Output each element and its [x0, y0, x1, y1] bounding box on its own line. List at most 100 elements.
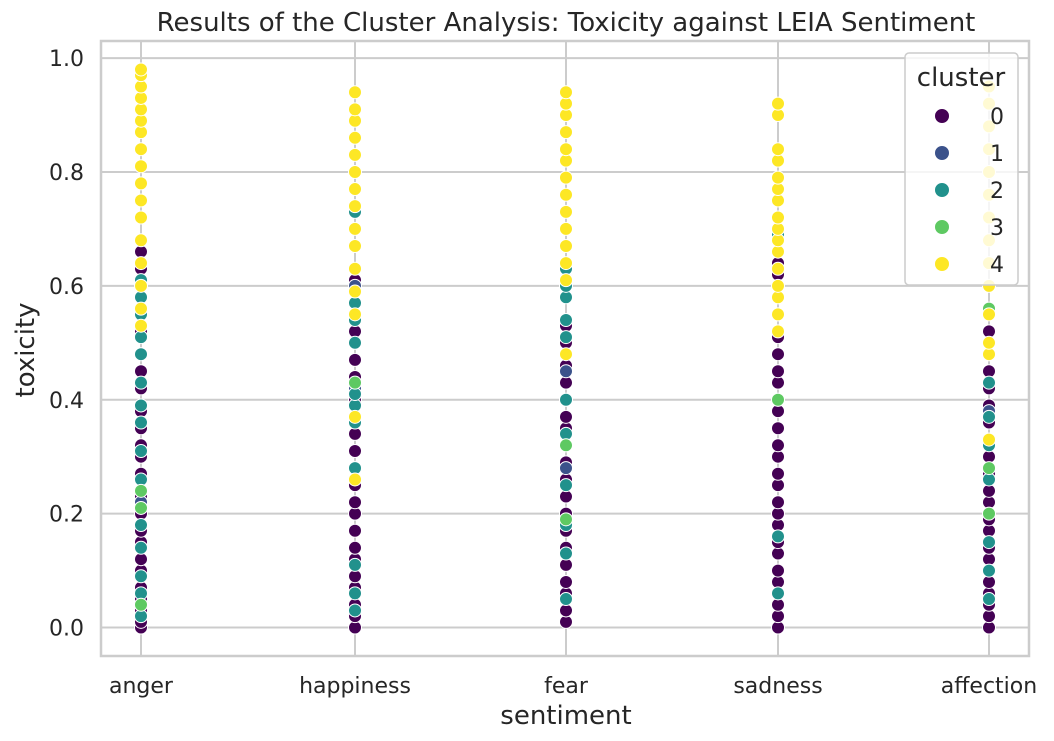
data-point-cluster-3: [134, 597, 148, 612]
data-point-cluster-4: [348, 472, 362, 487]
data-point-cluster-4: [348, 284, 362, 299]
data-point-cluster-1: [559, 364, 573, 379]
legend-marker-cluster-1: [934, 145, 950, 161]
data-point-cluster-2: [559, 478, 573, 493]
data-point-cluster-4: [771, 261, 785, 276]
data-point-cluster-4: [348, 239, 362, 253]
data-point-cluster-4: [982, 432, 996, 447]
data-point-cluster-4: [559, 239, 573, 253]
legend-label: 1: [990, 142, 1004, 167]
data-point-cluster-4: [134, 142, 148, 157]
x-tick-labels: anger happiness fear sadness affection: [109, 674, 1037, 699]
chart-title: Results of the Cluster Analysis: Toxicit…: [157, 8, 976, 38]
data-point-cluster-2: [348, 586, 362, 601]
data-point-cluster-2: [559, 546, 573, 561]
data-point-cluster-3: [982, 506, 996, 521]
data-point-cluster-0: [771, 364, 785, 379]
data-point-cluster-4: [559, 256, 573, 271]
data-point-cluster-3: [134, 483, 148, 498]
data-point-cluster-2: [134, 375, 148, 390]
data-point-cluster-4: [771, 96, 785, 111]
data-point-cluster-4: [348, 102, 362, 117]
x-tick-label: anger: [109, 674, 174, 699]
data-point-cluster-3: [982, 461, 996, 476]
legend-marker-cluster-2: [934, 182, 950, 198]
y-tick-label: 1.0: [49, 47, 84, 72]
plot-frame: [99, 39, 1031, 658]
data-point-cluster-1: [559, 461, 573, 476]
data-point-cluster-4: [559, 85, 573, 100]
legend-marker-cluster-3: [934, 219, 950, 235]
data-point-cluster-2: [982, 409, 996, 424]
data-point-cluster-4: [559, 170, 573, 185]
x-tick-label: fear: [544, 674, 589, 699]
data-point-cluster-2: [348, 557, 362, 572]
data-point-cluster-2: [982, 535, 996, 550]
data-point-cluster-4: [348, 147, 362, 162]
data-point-cluster-4: [134, 176, 148, 191]
data-point-cluster-0: [348, 495, 362, 510]
data-point-cluster-4: [348, 85, 362, 100]
legend-label: 4: [990, 253, 1004, 278]
data-point-cluster-4: [134, 62, 148, 77]
data-point-cluster-0: [771, 347, 785, 362]
data-point-cluster-2: [134, 415, 148, 430]
data-point-cluster-2: [134, 398, 148, 413]
data-point-cluster-3: [771, 392, 785, 407]
y-tick-label: 0.6: [49, 275, 84, 300]
data-point-cluster-4: [348, 130, 362, 145]
data-point-cluster-4: [559, 204, 573, 219]
data-point-cluster-4: [134, 159, 148, 174]
data-point-cluster-2: [982, 592, 996, 607]
legend-marker-cluster-4: [934, 256, 950, 272]
legend-label: 2: [990, 179, 1004, 204]
y-tick-label: 0.8: [49, 161, 84, 186]
data-point-cluster-4: [771, 210, 785, 225]
data-point-cluster-4: [134, 193, 148, 208]
x-tick-label: sadness: [733, 674, 822, 699]
data-point-cluster-4: [134, 301, 148, 316]
data-point-cluster-4: [134, 210, 148, 225]
data-point-cluster-3: [559, 512, 573, 527]
data-point-cluster-2: [771, 586, 785, 601]
data-point-cluster-4: [771, 324, 785, 339]
data-point-cluster-2: [771, 529, 785, 544]
data-point-cluster-3: [134, 500, 148, 515]
legend: cluster 0 1 2 3 4: [904, 52, 1019, 286]
data-point-cluster-0: [771, 421, 785, 436]
data-point-cluster-4: [348, 221, 362, 236]
data-point-cluster-0: [348, 444, 362, 458]
data-point-cluster-4: [134, 256, 148, 271]
data-point-cluster-0: [771, 495, 785, 510]
data-point-cluster-4: [348, 261, 362, 276]
data-point-cluster-2: [134, 569, 148, 584]
data-point-cluster-2: [559, 313, 573, 328]
data-point-cluster-2: [559, 330, 573, 345]
data-point-cluster-4: [559, 273, 573, 288]
data-point-cluster-4: [559, 125, 573, 140]
data-point-cluster-2: [982, 375, 996, 390]
data-point-cluster-0: [771, 563, 785, 578]
data-point-cluster-0: [771, 438, 785, 453]
data-point-cluster-4: [771, 278, 785, 293]
data-point-cluster-4: [134, 318, 148, 333]
x-axis-label: sentiment: [500, 701, 631, 731]
data-point-cluster-0: [348, 352, 362, 367]
data-point-cluster-4: [559, 142, 573, 157]
data-point-cluster-0: [559, 574, 573, 589]
data-point-cluster-4: [771, 307, 785, 322]
data-point-cluster-3: [348, 375, 362, 390]
data-point-cluster-2: [134, 444, 148, 458]
data-point-cluster-4: [348, 307, 362, 322]
data-point-cluster-0: [348, 523, 362, 538]
data-point-cluster-4: [348, 409, 362, 424]
y-tick-label: 0.2: [49, 503, 84, 528]
data-point-cluster-0: [559, 409, 573, 424]
x-tick-label: happiness: [299, 674, 411, 699]
data-point-cluster-4: [348, 199, 362, 214]
data-point-cluster-2: [348, 603, 362, 618]
data-point-cluster-4: [348, 182, 362, 197]
data-point-cluster-2: [134, 540, 148, 555]
data-point-cluster-0: [771, 466, 785, 481]
